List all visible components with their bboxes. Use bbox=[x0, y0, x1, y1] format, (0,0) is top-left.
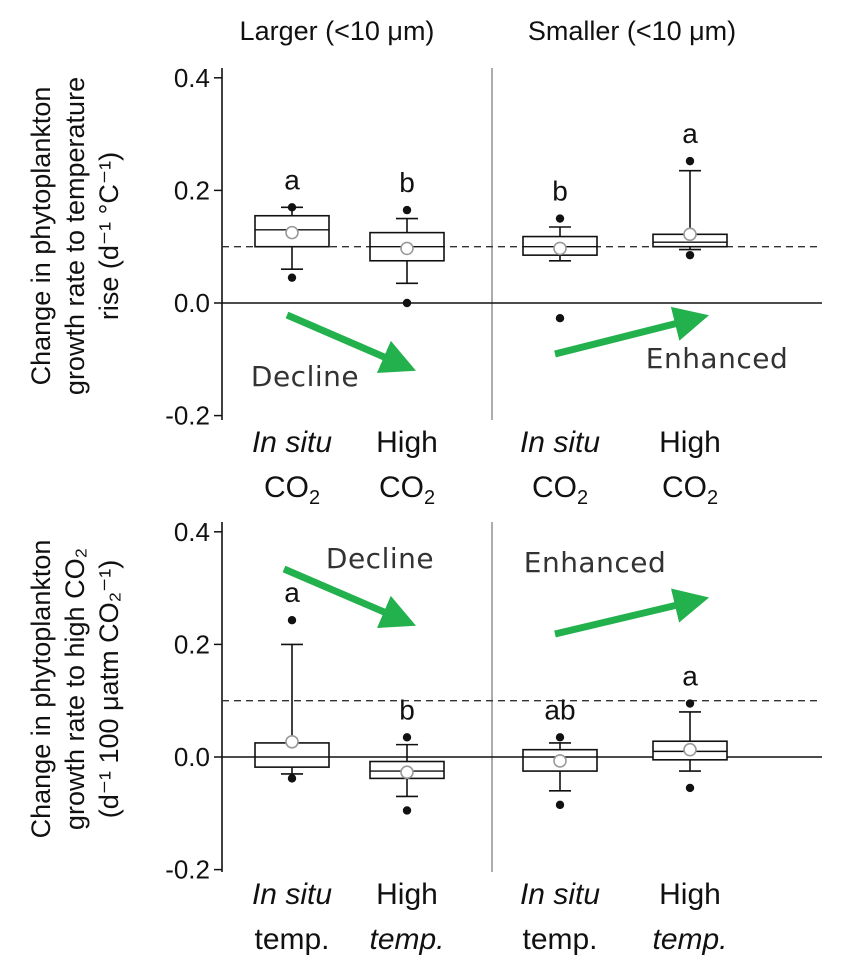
category-label-text: CO bbox=[264, 471, 309, 504]
y-tick-label: -0.2 bbox=[165, 855, 210, 885]
y-axis-label-line: (d⁻¹ 100 μatm CO₂⁻¹) bbox=[94, 560, 124, 819]
category-label-line2: temp. bbox=[369, 923, 444, 956]
box-outlier-point bbox=[402, 298, 412, 308]
group-title: Larger (<10 μm) bbox=[240, 16, 435, 46]
y-tick-label: 0.4 bbox=[174, 63, 210, 93]
significance-letter: ab bbox=[544, 694, 575, 725]
y-axis-label-line: growth rate to high CO₂ bbox=[60, 548, 90, 830]
category-label-text: CO bbox=[662, 471, 707, 504]
box-2: b bbox=[369, 694, 445, 815]
box-outlier-point bbox=[287, 273, 297, 282]
category-label-text: temp. bbox=[652, 923, 727, 956]
group-title: Smaller (<10 μm) bbox=[528, 16, 736, 46]
significance-letter: b bbox=[552, 176, 568, 207]
category-label-subscript: 2 bbox=[577, 487, 588, 509]
category-label-line2: CO2 bbox=[264, 471, 320, 509]
trend-label: Enhanced bbox=[524, 546, 666, 579]
box-outlier-point bbox=[555, 314, 565, 323]
significance-letter: a bbox=[682, 118, 698, 149]
category-label-subscript: 2 bbox=[309, 487, 320, 509]
category-label-text: CO bbox=[379, 471, 424, 504]
box-1: a bbox=[254, 577, 330, 783]
box-mean-marker bbox=[400, 765, 414, 780]
box-outlier-point bbox=[555, 214, 565, 223]
category-label-line1: In situ bbox=[520, 426, 600, 459]
category-label-line1: High bbox=[659, 878, 721, 911]
category-label-text: CO bbox=[532, 471, 577, 504]
trend-label: Enhanced bbox=[646, 342, 788, 375]
y-tick-label: 0.2 bbox=[174, 629, 210, 659]
box-mean-marker bbox=[553, 241, 567, 256]
category-label-line2: temp. bbox=[254, 923, 329, 956]
y-tick-label: 0.4 bbox=[174, 517, 210, 547]
significance-letter: a bbox=[284, 577, 300, 608]
panel-top: 0.4 0.2 0.0 -0.2 Larger (<10 μm) Smaller (<10… bbox=[26, 16, 822, 509]
y-tick-label: -0.2 bbox=[165, 401, 210, 431]
significance-letter: a bbox=[682, 661, 698, 692]
category-label-line2: CO2 bbox=[379, 471, 435, 509]
category-label-line2: temp. bbox=[522, 923, 597, 956]
box-outlier-point bbox=[287, 203, 297, 212]
box-1: a bbox=[254, 164, 330, 282]
box-mean-marker bbox=[285, 734, 299, 749]
box-mean-marker bbox=[683, 742, 697, 757]
y-tick-label: 0.2 bbox=[174, 175, 210, 205]
category-label-line1: High bbox=[659, 426, 721, 459]
category-label-line2: CO2 bbox=[662, 471, 718, 509]
category-label-line1: In situ bbox=[252, 878, 332, 911]
y-axis-label-line: Change in phytoplankton bbox=[26, 540, 56, 839]
significance-letter: b bbox=[399, 694, 415, 725]
y-tick-label: 0.0 bbox=[174, 742, 210, 772]
box-outlier-point bbox=[685, 156, 695, 166]
y-axis-label-line: Change in phytoplankton bbox=[26, 87, 56, 386]
significance-letter: a bbox=[284, 164, 300, 195]
box-3: b bbox=[522, 176, 598, 323]
box-mean-marker bbox=[400, 241, 414, 256]
panel-bottom: 0.4 0.2 0.0 -0.2 Change in phytoplankton grow… bbox=[26, 517, 822, 956]
box-2: b bbox=[369, 167, 445, 308]
box-outlier-point bbox=[555, 800, 565, 810]
category-label-text: temp. bbox=[254, 923, 329, 956]
box-4: a bbox=[652, 661, 728, 793]
box-outlier-point bbox=[402, 806, 412, 815]
significance-letter: b bbox=[399, 167, 415, 198]
box-outlier-point bbox=[685, 699, 695, 708]
trend-arrow-down bbox=[285, 311, 416, 373]
box-mean-marker bbox=[553, 754, 567, 768]
category-label-line1: In situ bbox=[252, 426, 332, 459]
box-mean-marker bbox=[285, 225, 299, 240]
y-axis-label-line: rise (d⁻¹ °C⁻¹) bbox=[94, 152, 124, 320]
box-outlier-point bbox=[402, 205, 412, 215]
category-label-text: temp. bbox=[369, 923, 444, 956]
category-label-line2: temp. bbox=[652, 923, 727, 956]
category-label-line1: High bbox=[376, 426, 438, 459]
category-label-subscript: 2 bbox=[424, 487, 435, 509]
trend-arrow-up bbox=[554, 588, 710, 638]
box-mean-marker bbox=[683, 227, 697, 242]
box-3: ab bbox=[522, 694, 598, 810]
box-outlier-point bbox=[402, 733, 412, 742]
trend-label: Decline bbox=[251, 360, 359, 393]
box-outlier-point bbox=[287, 774, 297, 783]
category-label-line2: CO2 bbox=[532, 471, 588, 509]
category-label-line1: In situ bbox=[520, 878, 600, 911]
box-outlier-point bbox=[685, 783, 695, 793]
category-label-subscript: 2 bbox=[707, 487, 718, 509]
box-outlier-point bbox=[287, 615, 297, 625]
category-label-line1: High bbox=[376, 878, 438, 911]
category-label-text: temp. bbox=[522, 923, 597, 956]
trend-arrow-down bbox=[282, 565, 417, 628]
trend-label: Decline bbox=[326, 542, 434, 575]
trend-arrow-up bbox=[554, 306, 710, 358]
y-axis-label-line: growth rate to temperature bbox=[60, 77, 90, 395]
y-tick-label: 0.0 bbox=[174, 288, 210, 318]
box-outlier-point bbox=[555, 733, 565, 742]
box-outlier-point bbox=[685, 250, 695, 260]
box-4: a bbox=[652, 118, 728, 260]
